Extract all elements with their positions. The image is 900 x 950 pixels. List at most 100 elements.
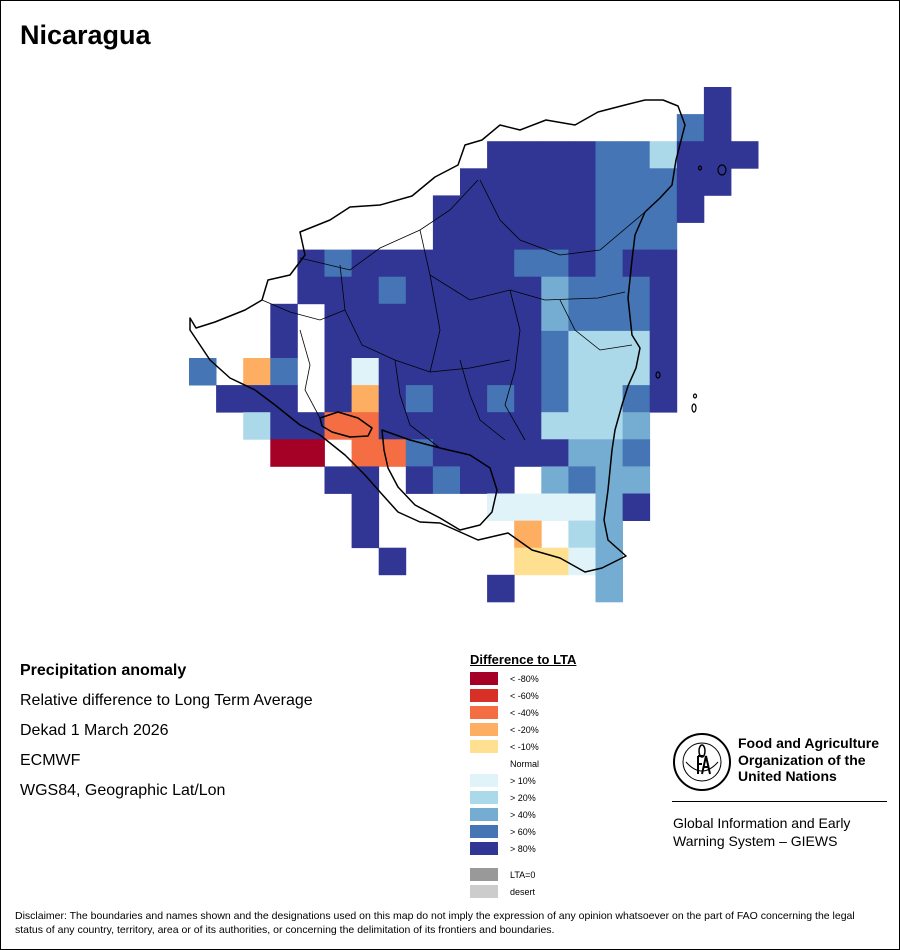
grid-cell-p60 [541,385,569,413]
grid-cell-p80 [351,330,380,359]
grid-cell-p80 [703,114,732,142]
grid-cell-p80 [541,222,569,250]
legend-item-p10: > 10% [470,772,576,789]
legend-swatch-p40 [470,808,498,821]
grid-cell-p80 [514,303,542,332]
grid-cell-p60 [622,195,651,223]
grid-cell-p80 [270,303,298,332]
map-title: Nicaragua [20,20,151,50]
legend-swatch-m80 [470,672,498,685]
legend-item-p40: > 40% [470,806,576,823]
grid-cell-p80 [324,330,352,359]
grid-cell-p60 [541,358,569,386]
lake-managua [319,411,373,438]
grid-cell-p80 [270,412,298,440]
grid-cell-p60 [432,466,461,494]
grid-cell-p60 [595,195,623,223]
grid-cell-p80 [405,466,434,494]
grid-cell-p40 [595,493,623,521]
grid-cell-p20 [622,358,651,386]
grid-cell-p80 [460,276,488,305]
grid-cell-p80 [460,195,488,223]
legend-label-p80: > 80% [510,843,536,854]
grid-cell-p80 [622,249,651,278]
lake-nicaragua [381,429,498,531]
grid-cell-p60 [405,385,434,413]
grid-cell-p60 [595,249,623,278]
grid-cell-p80 [487,330,515,359]
grid-cell-p80 [405,249,434,278]
legend-label-p20: > 20% [510,792,536,803]
grid-cell-p80 [297,276,325,305]
legend-item-m10: < -10% [470,738,576,755]
grid-cell-p60 [487,385,515,413]
info-heading: Precipitation anomaly [20,662,187,679]
legend-swatch-p10 [470,774,498,787]
grid-cell-p80 [649,303,678,332]
grid-cell-p10 [568,493,596,521]
grid-cell-p80 [622,493,651,521]
grid-cell-p80 [378,547,407,576]
legend-label-m10: < -10% [510,741,539,752]
grid-cell-p80 [351,466,380,494]
grid-cell-p80 [351,303,380,332]
grid-cell-p60 [649,195,678,223]
fao-name: Food and Agriculture Organization of the… [738,735,879,785]
grid-cell-m80 [270,439,298,467]
legend-item-p60: > 60% [470,823,576,840]
grid-cell-p60 [622,439,651,467]
fao-name-line-1: Food and Agriculture [738,735,880,751]
grid-cell-p80 [649,385,678,413]
legend-swatch-m20 [470,723,498,736]
grid-cell-p80 [541,439,569,467]
info-period: Dekad 1 March 2026 [20,722,169,739]
grid-cell-p60 [622,276,651,305]
grid-cell-p80 [649,358,678,386]
grid-cell-p80 [432,249,461,278]
grid-cell-p80 [514,168,542,196]
grid-cell-p80 [460,412,488,440]
grid-cell-p20 [595,358,623,386]
grid-cell-p80 [487,358,515,386]
grid-cell-p80 [324,358,352,386]
grid-cell-p80 [460,358,488,386]
legend-swatch-lta0 [470,868,498,881]
grid-cell-m40 [324,412,352,440]
grid-cell-p60 [514,249,542,278]
legend-items: < -80% < -60% < -40% < -20% < -10% Normal > 10… [470,670,576,900]
grid-cell-p20 [568,358,596,386]
grid-cell-p40 [595,439,623,467]
grid-cell-p80 [649,330,678,359]
grid-cell-p20 [541,412,569,440]
grid-cell-p80 [324,276,352,305]
grid-cell-p80 [487,222,515,250]
grid-cell-p80 [703,168,732,196]
grid-cell-p80 [324,303,352,332]
giews-name: Global Information and Early Warning Sys… [673,814,850,850]
grid-cell-p80 [676,195,705,223]
grid-cell-m10 [541,547,569,576]
grid-cell-p80 [460,303,488,332]
grid-cell-p80 [432,439,461,467]
legend-label-p40: > 40% [510,809,536,820]
grid-cell-p80 [487,141,515,169]
grid-cell-p80 [270,330,298,359]
grid-cell-p80 [487,195,515,223]
grid-cell-p80 [297,249,325,278]
legend: Difference to LTA < -80% < -60% < -40% < -2… [470,652,576,900]
grid-cell-p80 [351,493,380,521]
grid-cell-p40 [622,412,651,440]
grid-cell-p60 [270,358,298,386]
nicaragua-outline [189,99,686,573]
grid-cell-p80 [649,276,678,305]
grid-cell-p60 [378,276,407,305]
legend-label-m20: < -20% [510,724,539,735]
grid-cell-p80 [541,195,569,223]
grid-cell-p80 [541,168,569,196]
grid-cell-p80 [568,168,596,196]
grid-cell-p80 [568,195,596,223]
grid-cell-p40 [568,439,596,467]
grid-cell-p80 [460,330,488,359]
legend-item-m80: < -80% [470,670,576,687]
legend-swatch-p80 [470,842,498,855]
